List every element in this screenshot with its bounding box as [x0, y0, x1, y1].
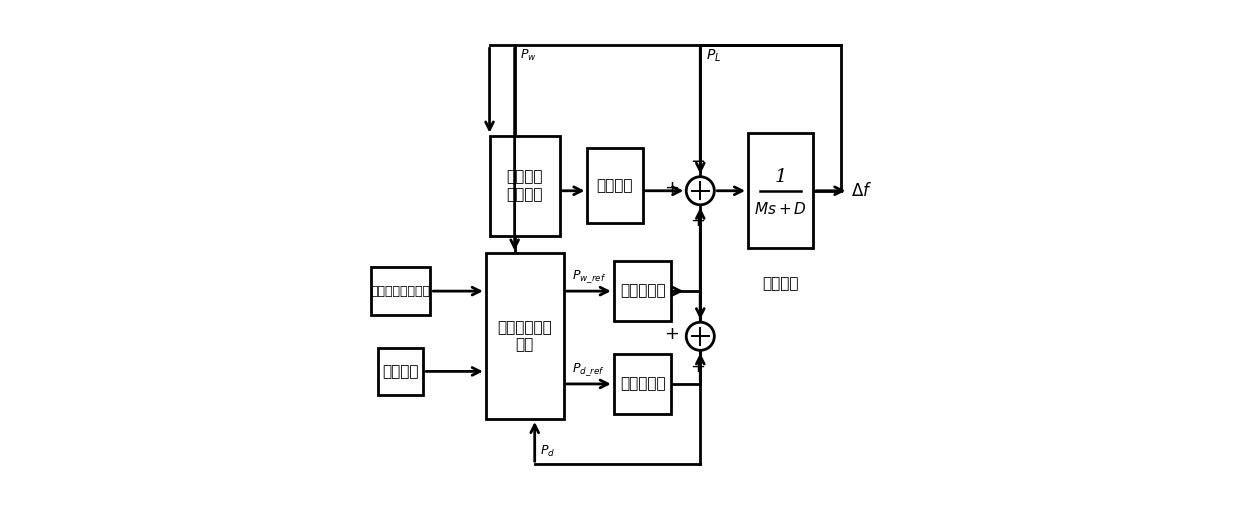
Text: 储能电池
控制策略: 储能电池 控制策略 [506, 169, 543, 202]
Text: 柴油发电机: 柴油发电机 [620, 376, 666, 392]
Bar [490, 136, 559, 236]
Text: $P_w$: $P_w$ [520, 48, 537, 63]
Bar [486, 253, 563, 419]
Circle shape [686, 177, 714, 205]
Text: 风力发电机: 风力发电机 [620, 284, 666, 298]
Bar [614, 261, 671, 321]
Text: $+$: $+$ [663, 179, 678, 197]
Bar [588, 148, 642, 223]
Text: $P_{w\_ref}$: $P_{w\_ref}$ [572, 268, 606, 285]
Text: $P_{d\_ref}$: $P_{d\_ref}$ [573, 361, 605, 378]
Bar [378, 348, 423, 395]
Bar [371, 267, 430, 315]
Text: $+$: $+$ [691, 358, 706, 376]
Circle shape [686, 322, 714, 350]
Text: 1: 1 [774, 168, 786, 186]
Text: $P_d$: $P_d$ [539, 444, 554, 459]
Text: 风柴功率分配
模块: 风柴功率分配 模块 [497, 320, 552, 352]
Text: 负荷预测: 负荷预测 [382, 364, 419, 379]
Text: $\Delta f$: $\Delta f$ [851, 182, 872, 200]
Bar [614, 354, 671, 414]
Text: 风力发电功率预测: 风力发电功率预测 [371, 285, 430, 297]
Text: $Ms+D$: $Ms+D$ [754, 201, 807, 217]
Bar [748, 133, 813, 248]
Text: $P_L$: $P_L$ [707, 48, 722, 64]
Text: $+$: $+$ [691, 212, 706, 230]
Text: 发电系统: 发电系统 [763, 276, 799, 291]
Text: $+$: $+$ [663, 325, 678, 343]
Text: 储能电池: 储能电池 [596, 178, 634, 193]
Text: $-$: $-$ [691, 151, 706, 169]
